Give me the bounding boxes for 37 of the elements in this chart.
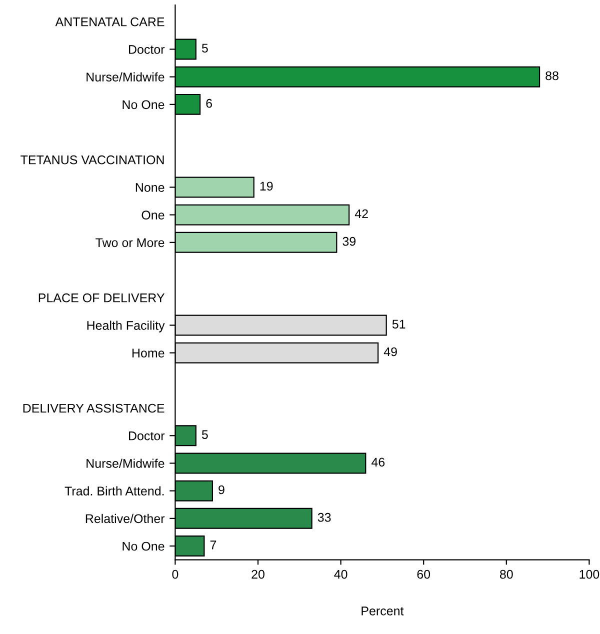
data-label: 46: [371, 458, 385, 467]
data-label: 33: [318, 512, 331, 522]
y-tick-label: None: [136, 183, 164, 192]
data-label: 42: [354, 209, 368, 218]
x-tick-label: 60: [417, 570, 430, 579]
data-label: 88: [546, 71, 558, 80]
data-label: 49: [384, 347, 397, 356]
y-tick-label: Nurse/Midwife: [86, 72, 164, 82]
data-label: 5: [202, 44, 208, 53]
x-tick-label: 40: [334, 570, 348, 579]
x-tick-label: 20: [252, 570, 264, 579]
data-label: 39: [342, 236, 356, 246]
y-tick-label: DELIVERY ASSISTANCE: [23, 404, 164, 413]
y-tick-label: One: [142, 210, 164, 220]
x-tick-label: 80: [500, 570, 513, 579]
y-tick-label: PLACE OF DELIVERY: [38, 293, 165, 302]
y-tick-label: No One: [122, 542, 164, 551]
y-tick-label: TETANUS VACCINATION: [20, 155, 164, 164]
data-label: 19: [260, 182, 273, 191]
y-tick-label: ANTENATAL CARE: [55, 17, 164, 26]
x-tick-label: 100: [580, 570, 600, 579]
y-tick-label: No One: [122, 100, 164, 110]
y-tick-label: Trad. Birth Attend.: [64, 486, 164, 496]
y-tick-label: Two or More: [96, 238, 164, 248]
x-axis-title: Percent: [362, 606, 404, 616]
data-label: 6: [206, 98, 212, 108]
y-tick-label: Doctor: [128, 45, 165, 54]
x-tick-label: 0: [172, 570, 178, 579]
y-tick-label: Nurse/Midwife: [86, 458, 164, 468]
data-label: 7: [210, 540, 216, 550]
y-tick-label: Relative/Other: [86, 514, 165, 524]
y-tick-label: Home: [132, 348, 164, 358]
data-label: 51: [392, 320, 406, 329]
y-tick-label: Doctor: [128, 432, 165, 440]
data-label: 5: [202, 430, 208, 439]
y-tick-label: Health Facility: [87, 320, 165, 332]
data-label: 9: [218, 485, 224, 494]
